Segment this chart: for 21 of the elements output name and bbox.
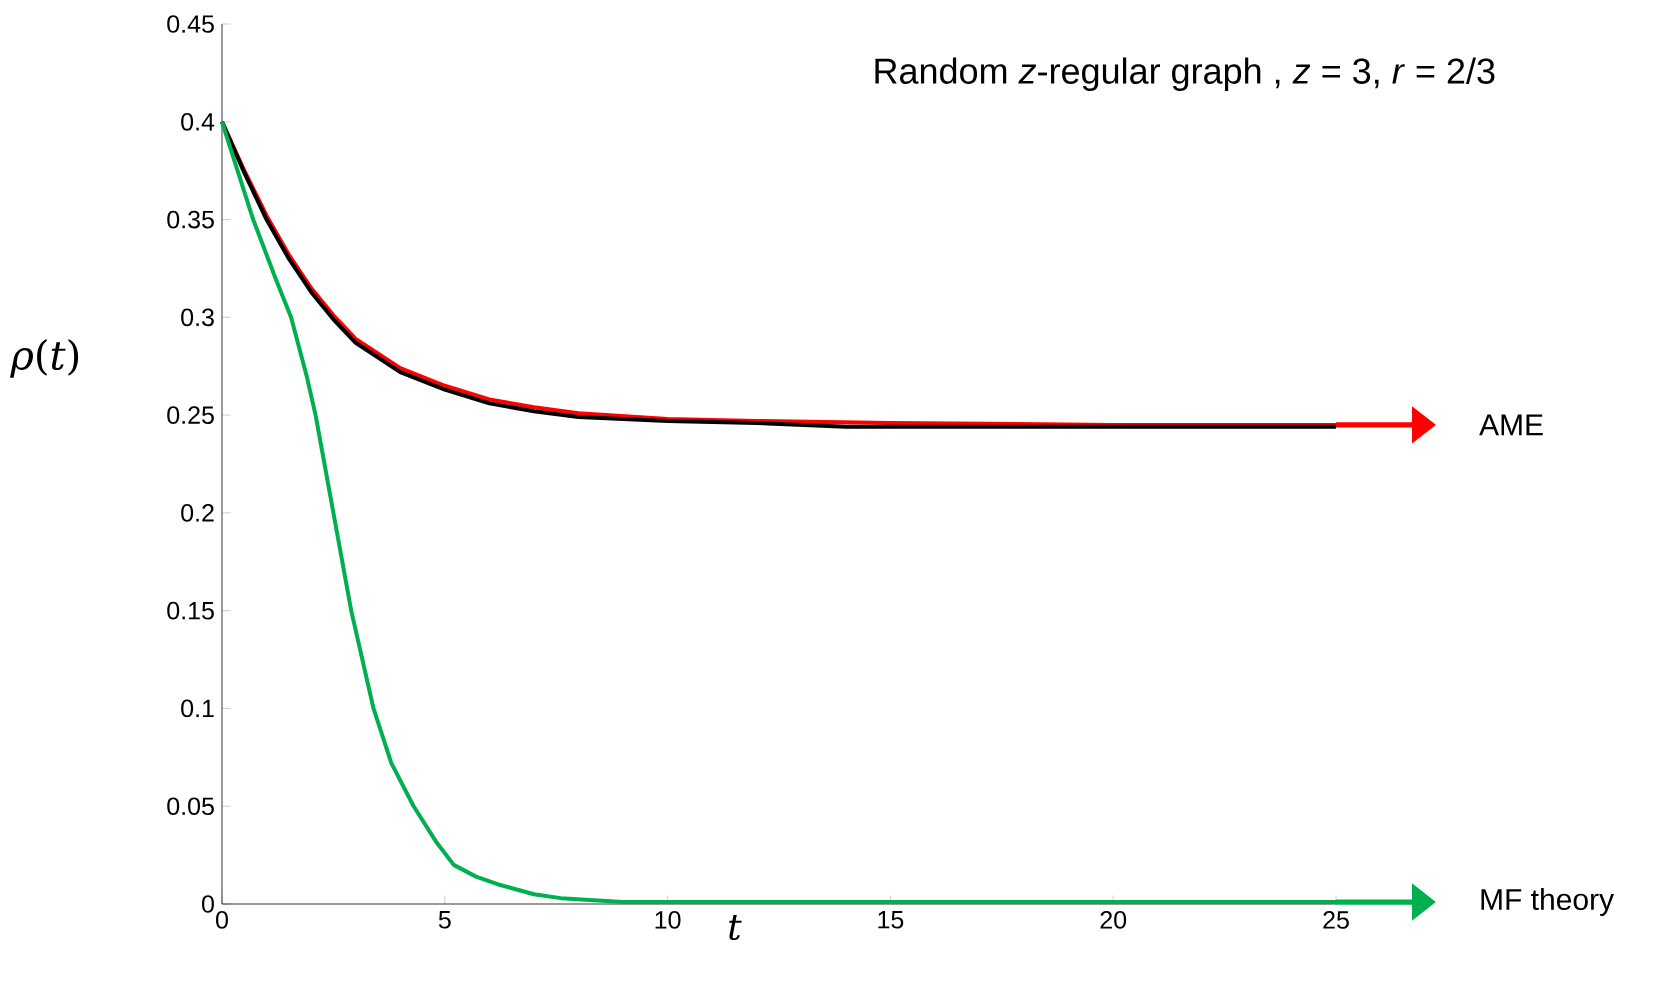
y-tick-label: 0.25 — [167, 406, 214, 424]
y-tick-label: 0.4 — [181, 112, 215, 131]
legend-label: AME — [1479, 414, 1543, 436]
y-tick-label: 0.15 — [167, 601, 214, 620]
x-tick-label: 5 — [438, 911, 451, 929]
y-tick-label: 0.45 — [167, 15, 214, 33]
x-tick-label: 20 — [1100, 911, 1127, 929]
y-tick-label: 0.1 — [181, 699, 214, 718]
y-tick-label: 0 — [202, 895, 214, 913]
y-tick-label: 0.05 — [167, 797, 214, 816]
x-tick-label: 15 — [878, 911, 904, 929]
y-tick-label: 0.3 — [181, 308, 214, 327]
x-tick-label: 25 — [1323, 911, 1349, 929]
y-axis-title: ρ(t) — [10, 339, 79, 378]
y-tick-label: 0.35 — [167, 210, 214, 229]
legend-label: MF theory — [1481, 888, 1614, 917]
text: Random z-regular graph , z = 3, r = 2/3 — [875, 57, 1495, 92]
y-tick-label: 0.2 — [181, 504, 214, 522]
x-tick-label: 0 — [216, 911, 228, 929]
x-tick-label: 10 — [655, 911, 681, 929]
x-axis-title: t — [729, 915, 742, 941]
